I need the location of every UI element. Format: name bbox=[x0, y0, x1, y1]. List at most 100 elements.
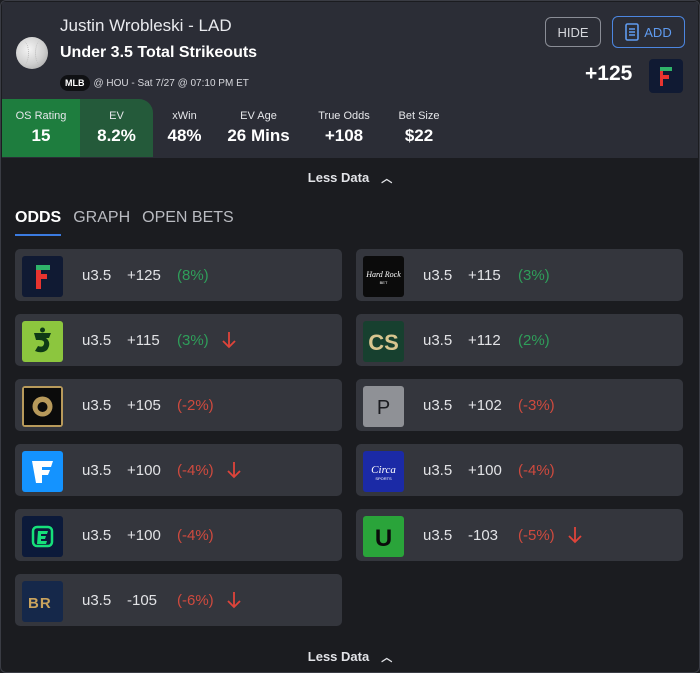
league-badge: MLB bbox=[60, 75, 90, 91]
odds-ev: (-5%) bbox=[518, 527, 555, 544]
svg-text:P: P bbox=[377, 397, 390, 419]
odds-ev: (3%) bbox=[518, 267, 550, 284]
odds-row-espnbet[interactable]: u3.5 +100 (-4%) bbox=[15, 509, 342, 561]
odds-line: u3.5 bbox=[423, 462, 453, 479]
fanduel-logo bbox=[22, 451, 63, 492]
odds-row-circa[interactable]: Circa SPORTS u3.5 +100 (-4%) bbox=[356, 444, 683, 496]
odds-ev: (-4%) bbox=[177, 527, 214, 544]
arrow-down-icon bbox=[568, 527, 582, 544]
less-data-label: Less Data bbox=[307, 649, 370, 664]
stat-value: 26 Mins bbox=[227, 126, 290, 145]
less-data-label: Less Data bbox=[307, 170, 370, 185]
stat-true-odds: True Odds +108 bbox=[301, 99, 387, 157]
betmgm-logo bbox=[22, 386, 63, 427]
circa-logo: Circa SPORTS bbox=[363, 451, 404, 492]
unibet-logo: U bbox=[363, 516, 404, 557]
odds-row-betmgm[interactable]: u3.5 +105 (-2%) bbox=[15, 379, 342, 431]
stat-label: Bet Size bbox=[398, 110, 440, 122]
odds-ev: (-4%) bbox=[518, 462, 555, 479]
arrow-down-icon bbox=[227, 462, 241, 479]
svg-text:Circa: Circa bbox=[371, 464, 396, 476]
player-name: Justin Wrobleski - LAD bbox=[60, 16, 232, 35]
odds-ev: (-3%) bbox=[518, 397, 555, 414]
stat-ev-age: EV Age 26 Mins bbox=[216, 99, 301, 157]
odds-row-fanatics[interactable]: u3.5 +125 (8%) bbox=[15, 249, 342, 301]
stat-label: EV bbox=[109, 110, 124, 122]
odds-ev: (-2%) bbox=[177, 397, 214, 414]
odds-price: +125 bbox=[127, 267, 161, 284]
odds-row-draftkings[interactable]: u3.5 +115 (3%) bbox=[15, 314, 342, 366]
odds-line: u3.5 bbox=[82, 332, 112, 349]
arrow-down-icon bbox=[222, 332, 236, 349]
odds-price: +112 bbox=[468, 332, 501, 349]
odds-price: -103 bbox=[468, 527, 499, 544]
odds-line: u3.5 bbox=[423, 267, 453, 284]
stat-value: 15 bbox=[31, 126, 51, 145]
odds-price: +100 bbox=[127, 462, 161, 479]
odds-line: u3.5 bbox=[82, 592, 112, 609]
tab-graph[interactable]: GRAPH bbox=[73, 209, 131, 226]
odds-price: +100 bbox=[127, 527, 161, 544]
market-name: Under 3.5 Total Strikeouts bbox=[60, 44, 258, 61]
svg-text:BR: BR bbox=[28, 595, 52, 612]
odds-price: -105 bbox=[127, 592, 158, 609]
less-data-toggle-top[interactable]: Less Data ︿ bbox=[1, 170, 699, 186]
svg-text:SPORTS: SPORTS bbox=[375, 476, 392, 481]
stat-value: +108 bbox=[324, 126, 364, 145]
less-data-toggle-bottom[interactable]: Less Data ︿ bbox=[1, 649, 699, 665]
odds-price: +105 bbox=[127, 397, 161, 414]
odds-line: u3.5 bbox=[82, 397, 112, 414]
tab-odds[interactable]: ODDS bbox=[15, 209, 62, 236]
svg-text:CS: CS bbox=[368, 330, 399, 355]
tab-bar: ODDS GRAPH OPEN BETS bbox=[15, 209, 234, 236]
odds-line: u3.5 bbox=[82, 267, 112, 284]
add-button-label: ADD bbox=[644, 24, 672, 40]
chevron-up-icon: ︿ bbox=[381, 652, 393, 664]
baseball-icon bbox=[16, 37, 48, 69]
stat-label: EV Age bbox=[240, 110, 277, 122]
odds-price: +115 bbox=[127, 332, 160, 349]
odds-ev: (3%) bbox=[177, 332, 209, 349]
stat-os-rating: OS Rating 15 bbox=[2, 99, 80, 157]
stat-value: 48% bbox=[167, 126, 202, 145]
stat-bet-size: Bet Size $22 bbox=[387, 99, 451, 157]
odds-line: u3.5 bbox=[82, 462, 112, 479]
game-matchup: @ HOU - Sat 7/27 @ 07:10 PM ET bbox=[93, 77, 249, 89]
stats-bar: OS Rating 15 EV 8.2% xWin 48% EV Age 26 … bbox=[2, 99, 698, 157]
caesars-logo: CS bbox=[363, 321, 404, 362]
odds-ev: (-6%) bbox=[177, 592, 214, 609]
odds-price: +115 bbox=[468, 267, 501, 284]
svg-text:U: U bbox=[375, 525, 392, 552]
add-button[interactable]: ADD bbox=[612, 16, 685, 48]
odds-row-betrivers[interactable]: BR u3.5 -105 (-6%) bbox=[15, 574, 342, 626]
fanatics-logo bbox=[649, 59, 683, 93]
odds-line: u3.5 bbox=[423, 332, 453, 349]
odds-ev: (-4%) bbox=[177, 462, 214, 479]
odds-price: +102 bbox=[468, 397, 502, 414]
pinnacle-logo: P bbox=[363, 386, 404, 427]
game-info: MLB @ HOU - Sat 7/27 @ 07:10 PM ET bbox=[60, 75, 249, 91]
odds-price: +100 bbox=[468, 462, 502, 479]
hardrock-logo: Hard Rock BET bbox=[363, 256, 404, 297]
odds-line: u3.5 bbox=[82, 527, 112, 544]
odds-row-caesars[interactable]: CS u3.5 +112 (2%) bbox=[356, 314, 683, 366]
espnbet-logo bbox=[22, 516, 63, 557]
tab-open-bets[interactable]: OPEN BETS bbox=[142, 209, 234, 226]
betrivers-logo: BR bbox=[22, 581, 63, 622]
draftkings-logo bbox=[22, 321, 63, 362]
best-odds: +125 bbox=[585, 62, 633, 85]
stat-value: $22 bbox=[404, 126, 434, 145]
stat-value: 8.2% bbox=[97, 126, 136, 145]
chevron-up-icon: ︿ bbox=[381, 173, 393, 185]
hide-button[interactable]: HIDE bbox=[545, 17, 601, 47]
stat-xwin: xWin 48% bbox=[153, 99, 216, 157]
betslip-icon bbox=[625, 23, 640, 41]
odds-row-hardrock[interactable]: Hard Rock BET u3.5 +115 (3%) bbox=[356, 249, 683, 301]
svg-text:Hard Rock: Hard Rock bbox=[365, 270, 401, 279]
odds-line: u3.5 bbox=[423, 397, 453, 414]
svg-text:BET: BET bbox=[380, 280, 388, 285]
odds-row-fanduel[interactable]: u3.5 +100 (-4%) bbox=[15, 444, 342, 496]
